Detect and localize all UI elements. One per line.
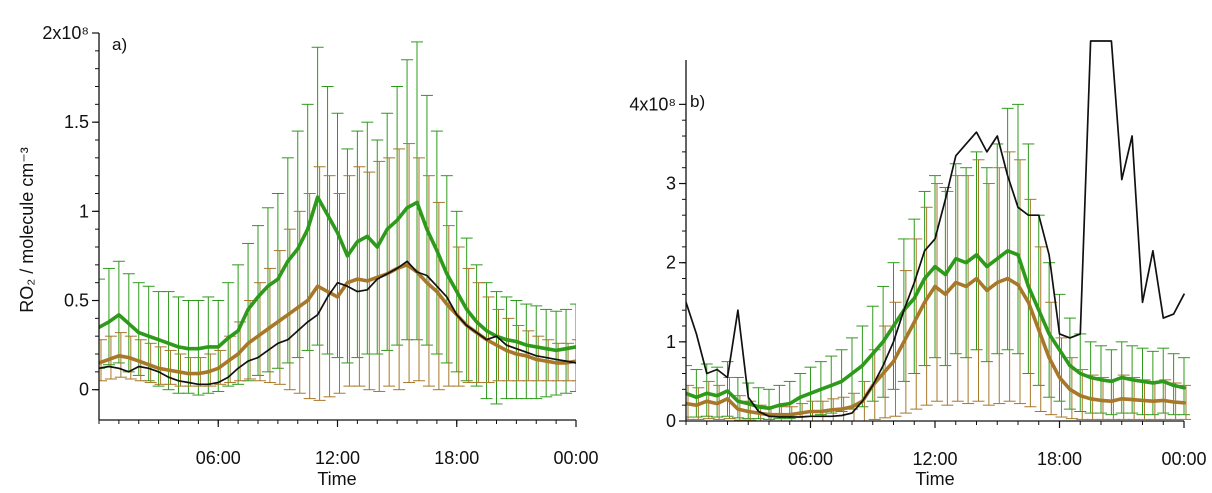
- error-bar: [112, 260, 125, 364]
- y-tick-label: 2x10⁸: [42, 23, 89, 43]
- error-bar: [1001, 107, 1014, 351]
- error-bar: [910, 238, 923, 410]
- panel-a-plot-area: [99, 41, 576, 405]
- error-bar: [723, 376, 736, 420]
- error-bar: [540, 308, 553, 398]
- panel-a-series-line-2: [99, 262, 576, 376]
- error-bar: [686, 365, 692, 418]
- error-bar: [162, 291, 175, 391]
- error-bar: [721, 361, 734, 417]
- error-bar: [261, 207, 274, 373]
- error-bar: [550, 310, 563, 396]
- error-bar: [991, 143, 1004, 355]
- panel-b-ticks: 0 1 2 3 4x10⁸ 06:00 12:00 18:00 00:00: [629, 94, 1206, 469]
- x-tick-label: 18:00: [1037, 449, 1082, 469]
- error-bar: [102, 267, 115, 366]
- x-tick-label: 12:00: [912, 449, 957, 469]
- x-tick-label: 00:00: [1161, 449, 1206, 469]
- error-bar: [254, 282, 266, 382]
- error-bar: [560, 308, 573, 394]
- x-tick-label: 06:00: [196, 448, 241, 468]
- panel-b-series-line-2: [686, 276, 1186, 417]
- panel-b-series-1-error-bars: [686, 103, 1190, 420]
- error-bar: [783, 380, 796, 420]
- panel-b-x-axis-title: Time: [915, 469, 954, 489]
- error-bar: [572, 339, 576, 382]
- error-bar: [1034, 246, 1047, 413]
- error-bar: [711, 366, 724, 418]
- error-bar: [530, 305, 543, 400]
- panel-a-ticks: 0 0.5 1 1.5 2x10⁸ 06:00 12:00 18:00 00:00: [42, 23, 598, 468]
- error-bar: [1097, 376, 1109, 420]
- x-tick-label: 06:00: [788, 449, 833, 469]
- x-tick-label: 12:00: [315, 448, 360, 468]
- y-tick-label: 0: [666, 411, 676, 431]
- error-bar: [1180, 384, 1191, 420]
- panel-a-series-line-3: [99, 260, 576, 386]
- error-bar: [490, 291, 503, 405]
- x-tick-label: 00:00: [553, 448, 598, 468]
- error-bar: [690, 369, 703, 418]
- error-bar: [951, 175, 964, 402]
- error-bar: [401, 59, 414, 341]
- y-tick-label: 1: [666, 332, 676, 352]
- error-bar: [920, 206, 933, 406]
- error-bar: [323, 175, 336, 398]
- error-bar: [413, 157, 425, 382]
- error-bar: [99, 339, 107, 382]
- panel-a-x-axis-title: Time: [317, 469, 356, 489]
- x-tick-label: 18:00: [434, 448, 479, 468]
- error-bar: [430, 130, 443, 355]
- error-bar: [391, 86, 404, 346]
- error-bar: [144, 342, 157, 384]
- error-bar: [941, 190, 954, 406]
- panel-b-plot-area: [686, 40, 1191, 422]
- error-bar: [1012, 103, 1024, 355]
- error-bar: [1014, 159, 1026, 405]
- y-tick-label: 1.5: [64, 112, 89, 132]
- panel-b-label: b): [690, 92, 705, 111]
- error-bar: [1022, 143, 1035, 375]
- error-bar: [470, 264, 483, 387]
- panel-b-series-line-1: [686, 249, 1186, 411]
- y-tick-label: 3: [666, 174, 676, 194]
- error-bar: [982, 183, 995, 406]
- error-bar: [353, 166, 366, 387]
- panel-a-y-axis-title: RO₂ / molecule cm⁻³: [17, 147, 37, 313]
- panel-a: 0 0.5 1 1.5 2x10⁸ 06:00 12:00 18:00 00:00 a) Tim…: [17, 23, 599, 489]
- panel-a-label: a): [112, 35, 127, 54]
- error-bar: [970, 151, 983, 351]
- y-tick-label: 4x10⁸: [629, 94, 676, 114]
- error-bar: [962, 175, 975, 405]
- panel-b: 0 1 2 3 4x10⁸ 06:00 12:00 18:00 00:00 b) Time: [629, 40, 1207, 489]
- error-bar: [202, 296, 215, 394]
- error-bar: [252, 225, 264, 376]
- panel-b-series-line-3: [686, 40, 1185, 418]
- error-bar: [931, 183, 943, 402]
- error-bar: [1003, 151, 1016, 402]
- error-bar: [570, 303, 576, 392]
- y-tick-label: 1: [79, 201, 89, 221]
- error-bar: [420, 94, 433, 346]
- error-bar: [291, 130, 304, 359]
- y-tick-label: 2: [666, 253, 676, 273]
- error-bar: [232, 264, 245, 385]
- y-tick-label: 0.5: [64, 291, 89, 311]
- error-bar: [321, 86, 334, 355]
- y-tick-label: 0: [79, 380, 89, 400]
- error-bar: [422, 175, 435, 387]
- error-bar: [411, 41, 423, 341]
- error-bar: [222, 282, 235, 387]
- error-bar: [313, 166, 326, 401]
- error-bar: [939, 186, 952, 367]
- error-bar: [993, 167, 1006, 405]
